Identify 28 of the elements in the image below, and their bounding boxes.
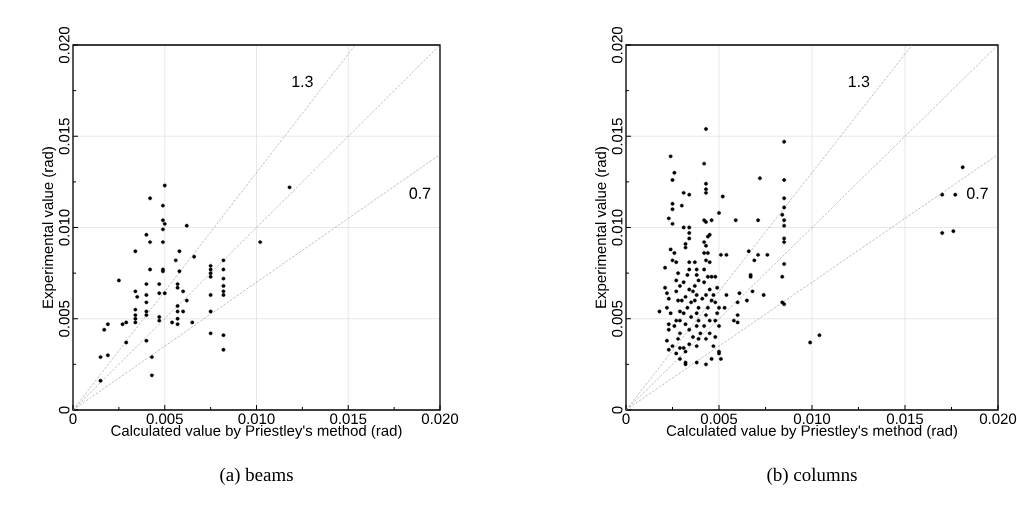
- y-tick-label: 0.015: [611, 118, 623, 155]
- series-label: 1.3: [292, 75, 313, 88]
- y-tick-label: 0.005: [58, 300, 70, 337]
- y-tick-label: 0.005: [611, 300, 623, 337]
- y-tick-label: 0: [58, 406, 70, 414]
- x-tick-label: 0.005: [700, 413, 738, 425]
- text: (b) columns: [767, 467, 857, 485]
- y-tick-label: 0.015: [58, 118, 70, 155]
- x-tick-label: 0.010: [238, 413, 275, 425]
- series-label: 0.7: [409, 187, 431, 199]
- y-tick-label: 0.010: [58, 209, 70, 246]
- x-tick-label: 0.015: [330, 413, 367, 425]
- x-axis-title: Calculated value by Priestley's method (rad): [111, 424, 402, 439]
- y-tick-label: 0: [611, 406, 623, 414]
- y-axis-title: Experimental value (rad): [595, 147, 610, 308]
- x-axis-title: Calculated value by Priestley's method (rad): [666, 424, 957, 439]
- y-tick-label: 0.010: [611, 209, 623, 246]
- series-label: 0.7: [967, 187, 988, 199]
- y-axis-title: Experimental value (rad): [42, 147, 57, 308]
- x-tick-label: 0.015: [886, 413, 924, 425]
- x-tick-label: 0.020: [979, 413, 1017, 425]
- x-tick-label: 0.020: [421, 413, 459, 425]
- x-tick-label: 0.005: [146, 413, 183, 425]
- y-tick-label: 0.020: [58, 26, 70, 64]
- y-tick-label: 0.020: [611, 26, 623, 64]
- series-label: 1.3: [848, 75, 870, 88]
- x-tick-label: 0.010: [793, 413, 831, 425]
- text: (a) beams: [220, 467, 293, 485]
